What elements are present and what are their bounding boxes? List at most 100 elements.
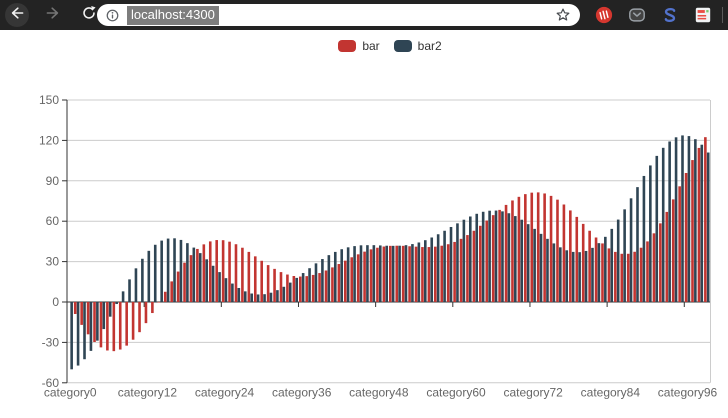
chart-bar-bar2[interactable] — [443, 230, 446, 302]
chart-bar-bar[interactable] — [234, 244, 238, 302]
chart-bar-bar[interactable] — [350, 257, 354, 302]
chart-bar-bar[interactable] — [163, 291, 167, 302]
chart-bar-bar2[interactable] — [186, 243, 189, 302]
chart-bar-bar[interactable] — [414, 246, 418, 302]
chart-bar-bar2[interactable] — [681, 135, 684, 302]
chart-bar-bar[interactable] — [118, 302, 122, 350]
chart-bar-bar[interactable] — [196, 248, 199, 302]
chart-bar-bar2[interactable] — [333, 251, 337, 302]
legend-item-bar2[interactable]: bar2 — [393, 39, 442, 53]
chart-bar-bar2[interactable] — [346, 247, 350, 302]
chart-bar-bar2[interactable] — [649, 165, 652, 302]
chart-bar-bar2[interactable] — [655, 155, 659, 302]
chart-bar-bar[interactable] — [697, 147, 701, 302]
chart-bar-bar2[interactable] — [385, 245, 389, 302]
chart-bar-bar[interactable] — [202, 244, 206, 302]
document-extension-icon[interactable] — [694, 6, 712, 24]
chart-bar-bar[interactable] — [241, 247, 244, 302]
url-input[interactable]: localhost:4300 — [127, 5, 219, 25]
chart-bar-bar2[interactable] — [642, 175, 646, 302]
chart-bar-bar2[interactable] — [372, 245, 376, 302]
chart-bar-bar[interactable] — [659, 223, 662, 302]
chart-bar-bar[interactable] — [504, 204, 508, 302]
chart-bar-bar[interactable] — [215, 240, 218, 302]
chart-bar-bar2[interactable] — [481, 211, 485, 302]
chart-bar-bar2[interactable] — [83, 302, 86, 360]
chart-bar-bar[interactable] — [427, 247, 431, 302]
chart-bar-bar[interactable] — [208, 241, 212, 302]
chart-bar-bar2[interactable] — [501, 211, 504, 302]
chart-bar-bar2[interactable] — [218, 272, 221, 302]
chart-bar-bar2[interactable] — [610, 228, 614, 302]
chart-bar-bar2[interactable] — [636, 187, 639, 302]
chart-bar-bar2[interactable] — [295, 277, 298, 302]
chart-bar-bar[interactable] — [691, 160, 694, 302]
chart-bar-bar[interactable] — [279, 272, 283, 302]
chart-bar-bar[interactable] — [562, 204, 566, 303]
chart-bar-bar2[interactable] — [269, 292, 273, 302]
chart-bar-bar2[interactable] — [417, 242, 421, 302]
chart-bar-bar[interactable] — [466, 235, 469, 302]
chart-bar-bar2[interactable] — [205, 259, 208, 302]
chart-bar-bar2[interactable] — [308, 268, 311, 302]
chart-bar-bar2[interactable] — [520, 219, 524, 302]
chart-bar-bar2[interactable] — [250, 293, 253, 302]
chart-bar-bar2[interactable] — [256, 294, 260, 302]
chart-bar-bar2[interactable] — [629, 198, 633, 302]
chart-bar-bar[interactable] — [144, 302, 148, 324]
chart-bar-bar2[interactable] — [661, 147, 665, 302]
chart-bar-bar[interactable] — [517, 196, 521, 302]
chart-bar-bar2[interactable] — [198, 253, 202, 302]
chart-bar-bar2[interactable] — [584, 250, 588, 302]
chart-bar-bar2[interactable] — [173, 238, 176, 302]
chart-bar-bar[interactable] — [633, 251, 636, 302]
back-button[interactable] — [5, 3, 29, 27]
chart-bar-bar[interactable] — [356, 254, 360, 302]
blue-wave-extension-icon[interactable] — [661, 6, 679, 24]
chart-bar-bar[interactable] — [498, 209, 501, 302]
chart-bar-bar2[interactable] — [539, 233, 543, 302]
chart-bar-bar[interactable] — [324, 270, 328, 302]
chart-bar-bar2[interactable] — [96, 302, 99, 341]
chart-bar-bar[interactable] — [170, 281, 173, 302]
chart-bar-bar[interactable] — [286, 274, 289, 302]
chart-bar-bar[interactable] — [620, 253, 624, 302]
bookmark-star-icon[interactable] — [555, 7, 571, 28]
chart-bar-bar[interactable] — [524, 194, 527, 302]
chart-bar-bar[interactable] — [93, 302, 96, 342]
chart-bar-bar[interactable] — [343, 260, 347, 302]
chart-bar-bar[interactable] — [376, 247, 379, 302]
chart-bar-bar[interactable] — [401, 245, 405, 302]
chart-bar-bar[interactable] — [639, 247, 643, 302]
site-info-icon[interactable] — [105, 8, 120, 23]
chart-bar-bar[interactable] — [704, 137, 707, 302]
chart-bar-bar2[interactable] — [134, 268, 138, 302]
chart-bar-bar2[interactable] — [552, 243, 556, 302]
chart-bar-bar2[interactable] — [559, 247, 562, 302]
chart-bar-bar2[interactable] — [694, 139, 697, 302]
chart-bar-bar2[interactable] — [687, 136, 691, 302]
chart-bar-bar2[interactable] — [108, 302, 112, 317]
chart-bar-bar2[interactable] — [591, 247, 594, 302]
chart-bar-bar[interactable] — [536, 192, 540, 302]
chart-bar-bar[interactable] — [684, 172, 688, 302]
chart-bar-bar[interactable] — [543, 193, 546, 302]
chart-bar-bar[interactable] — [318, 273, 321, 302]
chart-bar-bar[interactable] — [292, 276, 296, 302]
chart-bar-bar2[interactable] — [301, 273, 305, 302]
red-circle-extension-icon[interactable] — [595, 6, 613, 24]
chart-bar-bar[interactable] — [594, 237, 598, 302]
chart-bar-bar2[interactable] — [494, 210, 498, 302]
chart-bar-bar2[interactable] — [597, 243, 601, 302]
chart-bar-bar[interactable] — [665, 211, 669, 302]
chart-bar-bar[interactable] — [183, 262, 186, 302]
chart-bar-bar[interactable] — [459, 238, 463, 302]
chart-bar-bar[interactable] — [408, 246, 411, 302]
chart-bar-bar[interactable] — [131, 302, 135, 340]
chart-bar-bar[interactable] — [363, 251, 366, 302]
address-bar[interactable]: localhost:4300 — [97, 4, 580, 26]
chart-bar-bar[interactable] — [311, 274, 315, 302]
reload-button[interactable] — [77, 3, 101, 27]
chart-bar-bar2[interactable] — [514, 216, 517, 302]
chart-bar-bar[interactable] — [395, 245, 399, 302]
